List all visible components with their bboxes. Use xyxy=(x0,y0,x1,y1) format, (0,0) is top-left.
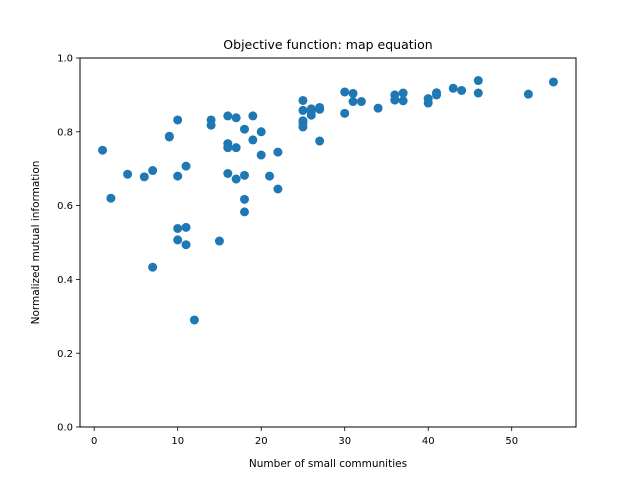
data-point-13 xyxy=(181,222,191,232)
data-point-65 xyxy=(473,88,483,98)
data-point-63 xyxy=(457,85,467,95)
data-point-46 xyxy=(315,104,325,114)
x-axis-ticks: 0 10 20 30 40 50 xyxy=(91,427,518,447)
chart-title: Objective function: map equation xyxy=(223,37,432,52)
data-point-23 xyxy=(231,113,241,123)
data-point-12 xyxy=(181,161,191,171)
data-point-7 xyxy=(164,131,174,141)
data-point-17 xyxy=(206,120,216,130)
data-point-34 xyxy=(265,171,275,181)
data-point-41 xyxy=(298,122,308,132)
data-point-11 xyxy=(173,235,183,245)
data-point-4 xyxy=(148,166,158,176)
data-point-67 xyxy=(548,77,558,87)
data-point-24 xyxy=(231,143,241,153)
data-point-51 xyxy=(348,97,358,107)
data-point-29 xyxy=(240,207,249,217)
y-axis-ticks: 0.0 0.2 0.4 0.6 0.8 1.0 xyxy=(57,54,80,434)
data-point-30 xyxy=(248,111,258,121)
data-point-52 xyxy=(356,97,366,107)
data-point-56 xyxy=(398,88,408,98)
data-point-5 xyxy=(148,262,158,272)
data-point-1 xyxy=(106,193,116,203)
data-point-49 xyxy=(340,108,350,118)
data-point-36 xyxy=(273,184,283,194)
data-point-35 xyxy=(273,147,283,157)
data-point-50 xyxy=(348,88,358,98)
data-point-10 xyxy=(173,223,183,233)
data-point-61 xyxy=(432,90,442,100)
data-point-8 xyxy=(173,115,183,125)
data-point-31 xyxy=(248,135,258,145)
data-point-59 xyxy=(423,98,433,108)
x-tick-label-1: 10 xyxy=(171,436,184,447)
data-point-19 xyxy=(223,111,233,121)
x-tick-label-5: 50 xyxy=(505,436,518,447)
data-point-15 xyxy=(189,315,199,325)
data-point-55 xyxy=(390,95,400,105)
data-point-3 xyxy=(139,172,149,182)
y-tick-label-4: 0.8 xyxy=(57,127,73,138)
data-point-2 xyxy=(123,169,133,179)
data-point-28 xyxy=(240,194,249,204)
data-point-44 xyxy=(306,110,316,120)
y-tick-label-0: 0.0 xyxy=(57,423,73,434)
data-point-33 xyxy=(256,150,266,160)
data-point-26 xyxy=(240,124,249,134)
y-tick-label-3: 0.6 xyxy=(57,201,73,212)
y-tick-label-1: 0.2 xyxy=(57,349,73,360)
data-point-37 xyxy=(298,95,308,105)
plot-frame xyxy=(79,57,577,428)
data-point-22 xyxy=(223,169,233,178)
x-tick-label-3: 30 xyxy=(338,436,351,447)
data-point-27 xyxy=(240,170,249,180)
data-point-25 xyxy=(231,174,241,184)
data-point-18 xyxy=(214,236,224,246)
data-point-21 xyxy=(223,143,233,153)
data-point-14 xyxy=(181,240,191,250)
data-point-32 xyxy=(256,127,266,137)
data-point-62 xyxy=(448,83,458,93)
data-points xyxy=(98,76,558,325)
data-point-53 xyxy=(373,103,383,113)
y-axis-label: Normalized mutual information xyxy=(30,161,42,325)
y-tick-label-5: 1.0 xyxy=(57,54,73,65)
plot-area xyxy=(80,58,576,427)
x-tick-label-4: 40 xyxy=(422,436,435,447)
x-tick-label-0: 0 xyxy=(91,436,97,447)
x-axis-label: Number of small communities xyxy=(249,458,407,470)
data-point-48 xyxy=(340,87,350,97)
data-point-64 xyxy=(473,76,483,86)
data-point-57 xyxy=(398,96,408,106)
data-point-9 xyxy=(173,171,183,181)
x-tick-label-2: 20 xyxy=(255,436,268,447)
data-point-47 xyxy=(315,136,325,146)
data-point-0 xyxy=(98,145,108,155)
data-point-38 xyxy=(298,105,308,115)
y-tick-label-2: 0.4 xyxy=(57,275,73,286)
data-point-66 xyxy=(523,89,533,99)
